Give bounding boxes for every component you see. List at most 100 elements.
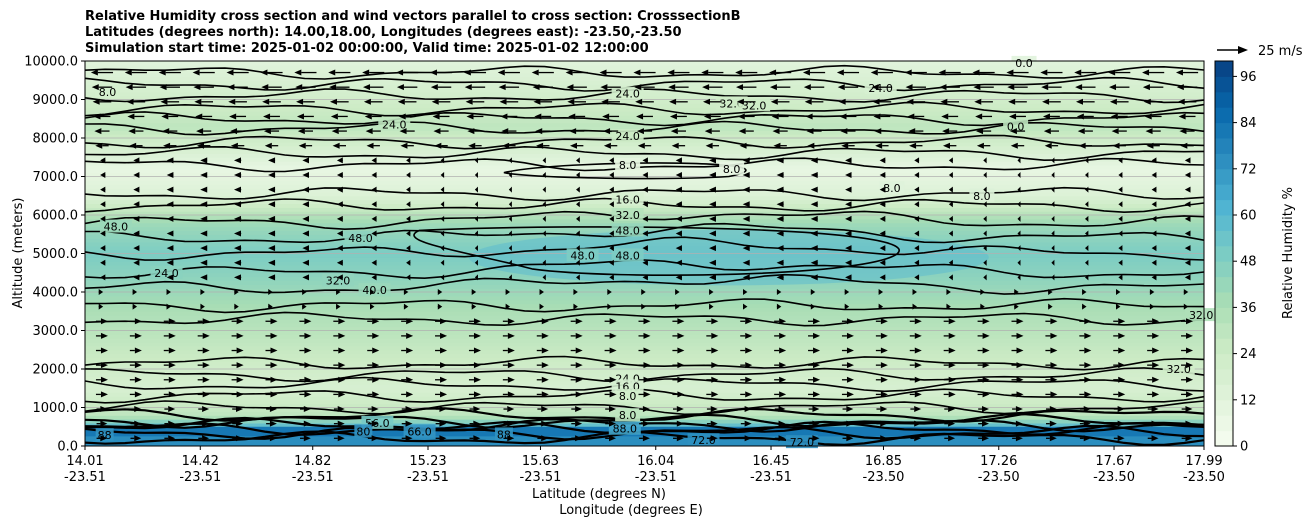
wind-vector-head bbox=[1151, 406, 1159, 413]
wind-vector-head bbox=[194, 98, 202, 105]
rh-band bbox=[85, 153, 1204, 158]
wind-vector-head bbox=[745, 347, 753, 354]
y-tick-label: 0.0 bbox=[57, 440, 78, 455]
wind-vector-head bbox=[1009, 128, 1017, 135]
wind-vector-head bbox=[676, 420, 684, 427]
wind-vector-head bbox=[507, 420, 515, 427]
contour-line bbox=[85, 101, 1204, 117]
wind-vector-head bbox=[1178, 113, 1186, 120]
wind-vector-head bbox=[810, 230, 818, 237]
contour-line bbox=[85, 145, 1204, 162]
wind-vector-head bbox=[980, 303, 985, 310]
wind-vector-head bbox=[575, 347, 583, 354]
colorbar-label: Relative Humidity % bbox=[1281, 187, 1296, 319]
wind-vector-head bbox=[702, 98, 710, 105]
wind-vector-head bbox=[1151, 259, 1157, 266]
wind-vector-head bbox=[569, 142, 577, 149]
wind-vector-head bbox=[711, 318, 719, 325]
wind-vector-head bbox=[810, 274, 818, 281]
wind-vector-head bbox=[569, 128, 577, 135]
x-tick-label-lat: 14.82 bbox=[294, 454, 331, 469]
wind-vector-head bbox=[338, 332, 346, 339]
wind-vector-head bbox=[812, 435, 820, 442]
wind-vector-head bbox=[100, 406, 108, 413]
wind-vector-head bbox=[675, 274, 682, 281]
wind-vector-head bbox=[1008, 98, 1016, 105]
wind-vector-head bbox=[534, 113, 542, 120]
y-tick-label: 6000.0 bbox=[33, 209, 79, 224]
wind-vector-head bbox=[371, 157, 377, 164]
contour-label: 8.0 bbox=[619, 159, 637, 172]
y-tick-label: 5000.0 bbox=[33, 247, 79, 262]
wind-vector-head bbox=[1118, 215, 1123, 222]
wind-vector-head bbox=[369, 289, 375, 295]
wind-vector-head bbox=[845, 259, 852, 266]
wind-vector-head bbox=[576, 215, 580, 222]
wind-vector-head bbox=[236, 362, 244, 369]
wind-vector-head bbox=[1145, 128, 1153, 135]
wind-vector-head bbox=[938, 69, 946, 76]
wind-vector-head bbox=[338, 318, 346, 325]
rh-band bbox=[85, 87, 1204, 93]
wind-vector-head bbox=[126, 98, 134, 105]
wind-vector-head bbox=[879, 157, 886, 164]
wind-vector-head bbox=[92, 98, 100, 105]
wind-vector-head bbox=[940, 98, 948, 105]
wind-vector-head bbox=[134, 406, 142, 413]
wind-vector-head bbox=[879, 259, 886, 266]
wind-vector-head bbox=[507, 318, 515, 325]
wind-vector-head bbox=[302, 259, 310, 266]
wind-vector-head bbox=[196, 128, 204, 135]
contour-line-closed bbox=[413, 226, 900, 277]
wind-vector-head bbox=[1118, 332, 1126, 339]
wind-vector-head bbox=[1118, 186, 1123, 193]
wind-vector-head bbox=[981, 420, 989, 427]
wind-vector-head bbox=[609, 376, 617, 383]
wind-vector-head bbox=[1016, 391, 1024, 398]
wind-vector-head bbox=[98, 289, 104, 295]
wind-vector-head bbox=[229, 113, 237, 120]
contour-label: 66.0 bbox=[407, 425, 432, 438]
wind-vector-head bbox=[1118, 347, 1126, 354]
wind-vector-head bbox=[531, 69, 539, 76]
wind-vector-head bbox=[406, 332, 414, 339]
wind-vector-head bbox=[541, 435, 549, 442]
x-tick-label-lon: -23.51 bbox=[520, 470, 562, 485]
wind-vector-head bbox=[1112, 142, 1120, 149]
wind-vector-head bbox=[336, 201, 343, 208]
contour-label: 48.0 bbox=[348, 232, 373, 245]
wind-vector-head bbox=[948, 406, 956, 413]
wind-vector-head bbox=[234, 303, 239, 310]
wind-vector-head bbox=[709, 289, 714, 295]
wind-vector-head bbox=[295, 84, 303, 91]
wind-vector-head bbox=[779, 347, 787, 354]
y-tick-label: 3000.0 bbox=[33, 324, 79, 339]
wind-vector-head bbox=[810, 171, 818, 178]
wind-vector-head bbox=[776, 303, 782, 310]
colorbar-tick-label: 60 bbox=[1240, 209, 1257, 224]
wind-vector-head bbox=[1152, 362, 1160, 369]
contour-label-bg bbox=[615, 388, 641, 402]
wind-vector-head bbox=[507, 362, 515, 369]
wind-vector-head bbox=[838, 98, 846, 105]
wind-vector-head bbox=[810, 157, 818, 164]
wind-vector-head bbox=[133, 259, 140, 266]
wind-vector-head bbox=[948, 435, 956, 442]
contour-label-bg bbox=[969, 188, 995, 202]
colorbar: 0 12 24 36 48 60 72 84 96 bbox=[1214, 60, 1257, 455]
contour-label-bg bbox=[322, 273, 355, 287]
wind-vector-head bbox=[948, 420, 956, 427]
wind-vector-head bbox=[508, 230, 512, 237]
wind-vector-head bbox=[1144, 113, 1152, 120]
wind-vector-head bbox=[742, 171, 750, 178]
wind-vector-head bbox=[675, 215, 682, 222]
wind-vector-head bbox=[192, 69, 200, 76]
wind-vector-head bbox=[710, 406, 718, 413]
wind-vector-head bbox=[745, 391, 753, 398]
wind-vector-head bbox=[302, 274, 310, 281]
wind-vector-head bbox=[134, 391, 142, 398]
x-tick-label-lon: -23.51 bbox=[750, 470, 792, 485]
colorbar-level bbox=[1215, 153, 1233, 170]
contour-label-bg bbox=[403, 424, 436, 438]
wind-vector-head bbox=[879, 171, 886, 178]
